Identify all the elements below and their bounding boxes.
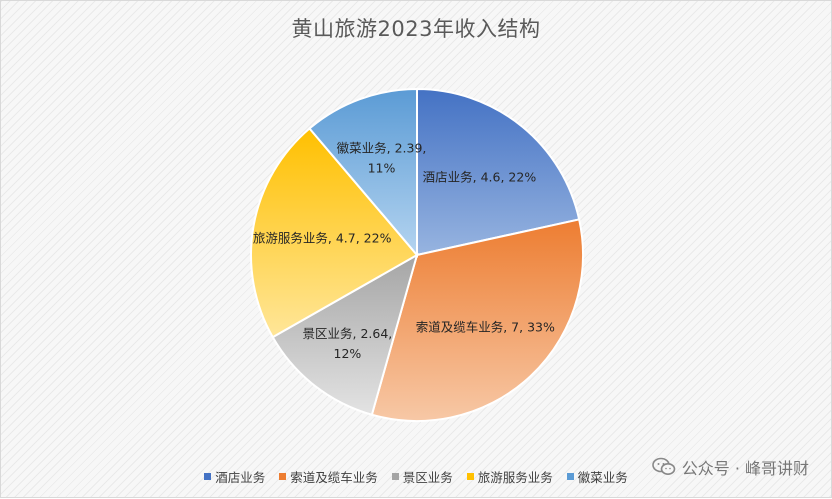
watermark: 公众号 · 峰哥讲财	[651, 455, 809, 479]
pie-slice	[416, 87, 581, 257]
data-label: 徽菜业务, 2.39, 11%	[337, 140, 427, 175]
legend-label: 徽菜业务	[577, 470, 628, 485]
legend-item: 索道及缆车业务	[279, 467, 378, 486]
legend-label: 索道及缆车业务	[290, 470, 378, 485]
pie-slice	[370, 218, 584, 422]
legend-swatch	[566, 473, 574, 480]
pie-slice	[308, 87, 418, 258]
chart-title: 黄山旅游2023年收入结构	[291, 17, 541, 41]
legend-item: 景区业务	[391, 467, 453, 486]
wechat-icon	[651, 457, 676, 475]
data-label: 索道及缆车业务, 7, 33%	[416, 319, 555, 334]
pie-slice	[271, 252, 419, 416]
legend-label: 景区业务	[402, 470, 453, 485]
legend-swatch	[391, 473, 399, 480]
legend-swatch	[466, 473, 474, 480]
legend-label: 旅游服务业务	[477, 470, 553, 485]
pie-slice	[250, 127, 419, 339]
legend-item: 徽菜业务	[566, 467, 628, 486]
legend-item: 酒店业务	[204, 467, 265, 486]
legend-swatch	[279, 473, 287, 480]
legend-label: 酒店业务	[215, 470, 266, 485]
data-label: 景区业务, 2.64, 12%	[303, 326, 393, 361]
data-label: 旅游服务业务, 4.7, 22%	[253, 230, 392, 245]
legend-swatch	[204, 473, 212, 480]
legend: 酒店业务 索道及缆车业务 景区业务 旅游服务业务 徽菜业务	[1, 467, 831, 486]
data-label: 酒店业务, 4.6, 22%	[423, 169, 537, 184]
legend-item: 旅游服务业务	[466, 467, 553, 486]
watermark-text: 公众号 · 峰哥讲财	[681, 459, 809, 478]
